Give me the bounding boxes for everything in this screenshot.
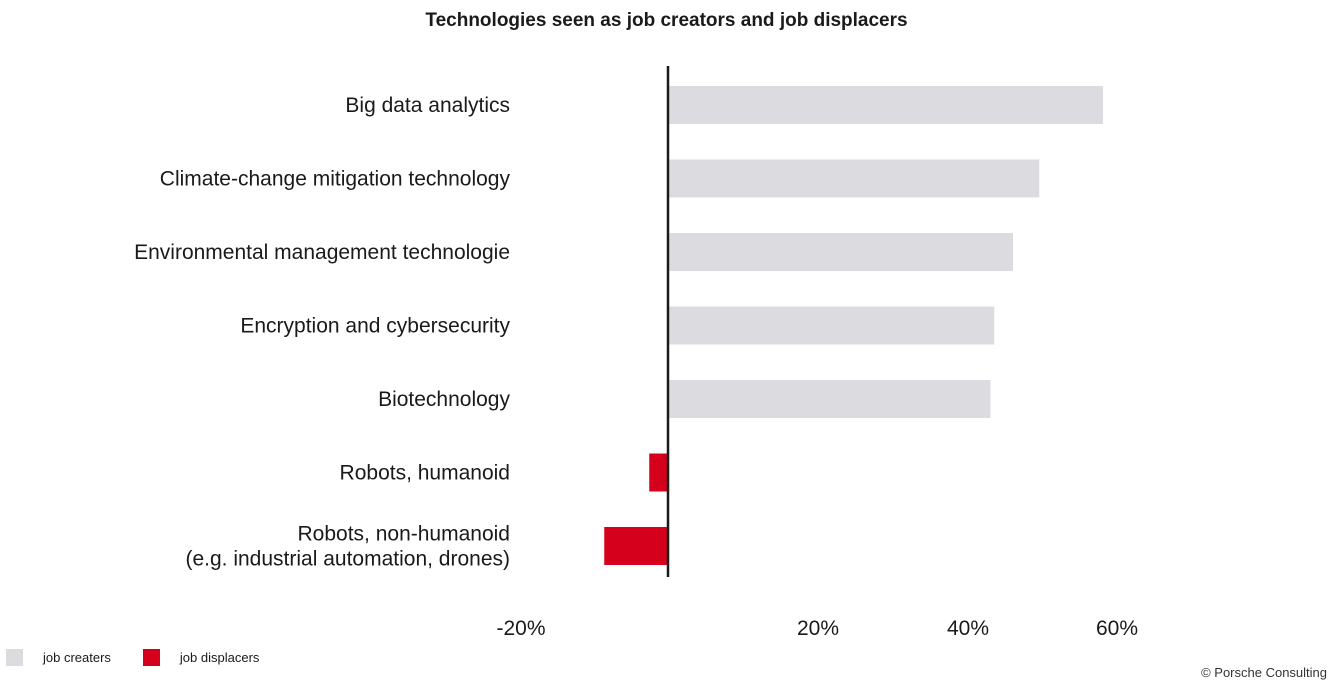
legend-label-job-creaters: job creaters <box>43 649 111 665</box>
bar-job-creaters-3 <box>668 306 995 345</box>
category-label: (e.g. industrial automation, drones) <box>185 548 510 571</box>
bar-job-displacers-5 <box>649 453 668 492</box>
x-tick-label: 20% <box>797 617 839 640</box>
category-label: Climate-change mitigation technology <box>160 168 511 191</box>
category-label: Encryption and cybersecurity <box>240 315 510 338</box>
category-label: Robots, non-humanoid <box>298 523 510 546</box>
x-tick-label: -20% <box>496 617 545 640</box>
bar-job-displacers-6 <box>604 527 668 565</box>
category-label: Environmental management technologie <box>134 241 510 264</box>
bar-job-creaters-1 <box>668 159 1040 198</box>
copyright-text: © Porsche Consulting <box>1201 665 1327 680</box>
legend-swatch-job-displacers <box>142 648 160 666</box>
category-label: Robots, humanoid <box>340 462 510 485</box>
legend-item-job-creaters: job creaters <box>6 648 111 666</box>
legend-item-job-displacers: job displacers <box>142 648 260 666</box>
x-tick-label: 40% <box>947 617 989 640</box>
category-label: Biotechnology <box>378 388 510 411</box>
legend-label-job-displacers: job displacers <box>179 649 260 665</box>
bar-job-creaters-4 <box>668 380 991 418</box>
legend: job creaters job displacers <box>6 646 291 668</box>
chart-title: Technologies seen as job creators and jo… <box>425 10 908 31</box>
x-tick-label: 60% <box>1096 617 1138 640</box>
category-label: Big data analytics <box>345 94 510 117</box>
bar-job-creaters-0 <box>668 86 1103 124</box>
bar-job-creaters-2 <box>668 233 1013 271</box>
legend-swatch-job-creaters <box>6 648 23 666</box>
